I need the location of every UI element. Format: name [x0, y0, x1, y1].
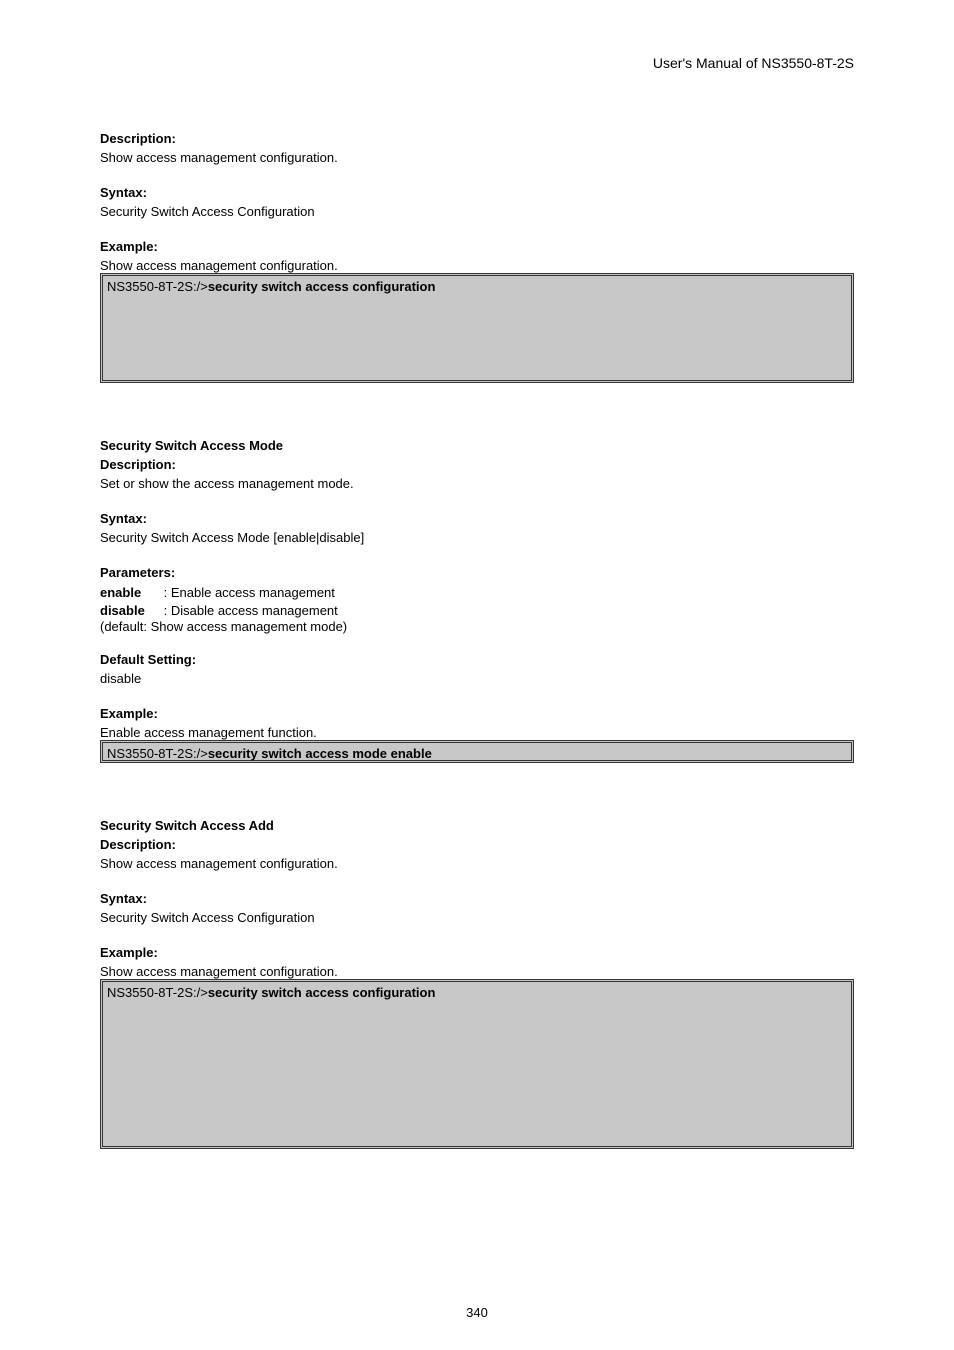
section-label-syntax: Syntax:	[100, 891, 854, 906]
section-label-example: Example:	[100, 706, 854, 721]
code-block: NS3550-8T-2S:/>security switch access co…	[100, 273, 854, 383]
section-label-syntax: Syntax:	[100, 511, 854, 526]
description-text: Show access management configuration.	[100, 150, 854, 165]
syntax-text: Security Switch Access Configuration	[100, 204, 854, 219]
param-text-disable: : Disable access management	[164, 603, 338, 618]
section-label-syntax: Syntax:	[100, 185, 854, 200]
syntax-text: Security Switch Access Mode [enable|disa…	[100, 530, 854, 545]
code-prefix: NS3550-8T-2S:/>	[107, 985, 208, 1000]
example-intro: Enable access management function.	[100, 725, 854, 740]
example-intro: Show access management configuration.	[100, 258, 854, 273]
section-label-description: Description:	[100, 131, 854, 146]
description-text: Show access management configuration.	[100, 856, 854, 871]
section-label-description: Description:	[100, 457, 854, 472]
param-text-enable: : Enable access management	[164, 585, 335, 600]
code-command: security switch access configuration	[208, 985, 436, 1000]
code-command: security switch access mode enable	[208, 746, 432, 761]
param-row: enable : Enable access management	[100, 584, 854, 602]
default-value: disable	[100, 671, 854, 686]
page-header: User's Manual of NS3550-8T-2S	[100, 55, 854, 71]
code-prefix: NS3550-8T-2S:/>	[107, 746, 208, 761]
code-block: NS3550-8T-2S:/>security switch access co…	[100, 979, 854, 1149]
code-prefix: NS3550-8T-2S:/>	[107, 279, 208, 294]
param-row: disable : Disable access management	[100, 602, 854, 620]
section-label-default: Default Setting:	[100, 652, 854, 667]
section-label-parameters: Parameters:	[100, 565, 854, 580]
section-label-example: Example:	[100, 239, 854, 254]
section-heading: Security Switch Access Mode	[100, 438, 854, 453]
page-number: 340	[0, 1305, 954, 1320]
section-heading: Security Switch Access Add	[100, 818, 854, 833]
syntax-text: Security Switch Access Configuration	[100, 910, 854, 925]
code-command: security switch access configuration	[208, 279, 436, 294]
page-container: User's Manual of NS3550-8T-2S Descriptio…	[0, 0, 954, 1350]
param-label-enable: enable	[100, 584, 160, 602]
code-block: NS3550-8T-2S:/>security switch access mo…	[100, 740, 854, 763]
description-text: Set or show the access management mode.	[100, 476, 854, 491]
section-label-description: Description:	[100, 837, 854, 852]
section-label-example: Example:	[100, 945, 854, 960]
param-label-disable: disable	[100, 602, 160, 620]
param-default-text: (default: Show access management mode)	[100, 619, 854, 634]
example-intro: Show access management configuration.	[100, 964, 854, 979]
